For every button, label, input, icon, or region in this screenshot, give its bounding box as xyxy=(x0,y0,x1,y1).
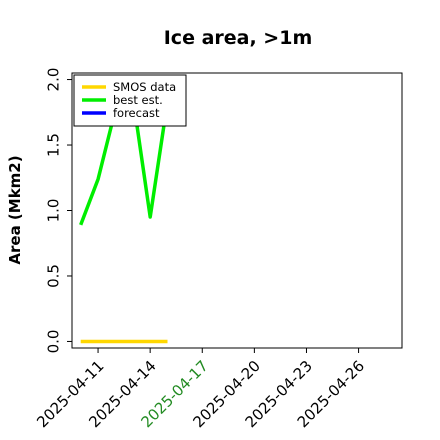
y-tick-label: 0.0 xyxy=(44,330,62,354)
legend-label: best est. xyxy=(113,93,163,107)
y-tick-label: 1.0 xyxy=(44,199,62,223)
legend-label: SMOS data xyxy=(113,80,176,94)
y-tick-label: 1.5 xyxy=(44,133,62,157)
y-tick-label: 2.0 xyxy=(44,68,62,92)
y-tick-label: 0.5 xyxy=(44,264,62,288)
y-axis-label: Area (Mkm2) xyxy=(6,155,24,264)
chart-title: Ice area, >1m xyxy=(164,27,313,49)
legend-label: forecast xyxy=(113,106,160,120)
